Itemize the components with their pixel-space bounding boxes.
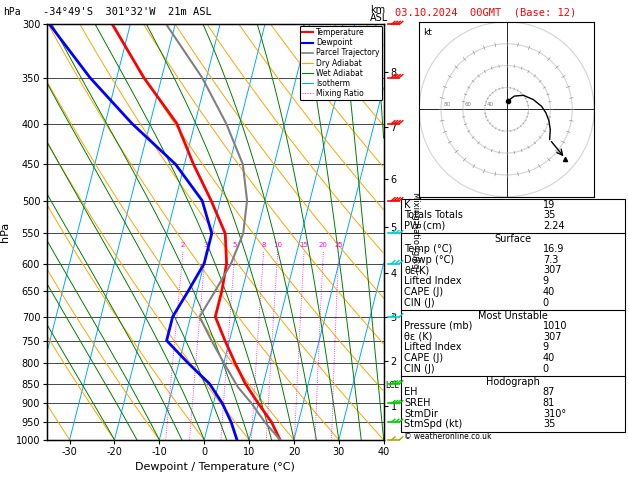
- Text: 2: 2: [181, 243, 185, 248]
- Text: 10: 10: [273, 243, 282, 248]
- Text: 5: 5: [233, 243, 237, 248]
- Text: 307: 307: [543, 265, 561, 276]
- Text: CIN (J): CIN (J): [404, 298, 435, 308]
- Text: Most Unstable: Most Unstable: [478, 311, 548, 321]
- Text: 8: 8: [262, 243, 266, 248]
- Text: 20: 20: [319, 243, 328, 248]
- Legend: Temperature, Dewpoint, Parcel Trajectory, Dry Adiabat, Wet Adiabat, Isotherm, Mi: Temperature, Dewpoint, Parcel Trajectory…: [299, 26, 382, 100]
- Text: 25: 25: [335, 243, 343, 248]
- Text: Temp (°C): Temp (°C): [404, 244, 453, 254]
- Text: 0: 0: [543, 298, 549, 308]
- Text: 03.10.2024  00GMT  (Base: 12): 03.10.2024 00GMT (Base: 12): [395, 7, 576, 17]
- Text: 3: 3: [203, 243, 208, 248]
- Text: 87: 87: [543, 387, 555, 397]
- Text: CIN (J): CIN (J): [404, 364, 435, 374]
- Text: 7.3: 7.3: [543, 255, 558, 265]
- Text: StmSpd (kt): StmSpd (kt): [404, 419, 463, 430]
- Text: 310°: 310°: [543, 409, 566, 418]
- Text: 35: 35: [543, 210, 555, 220]
- Text: 40: 40: [487, 102, 494, 107]
- Text: Pressure (mb): Pressure (mb): [404, 321, 473, 331]
- Text: Hodograph: Hodograph: [486, 377, 540, 387]
- Text: 307: 307: [543, 331, 561, 342]
- Y-axis label: hPa: hPa: [0, 222, 10, 242]
- Text: 80: 80: [443, 102, 450, 107]
- Text: EH: EH: [404, 387, 418, 397]
- Text: CAPE (J): CAPE (J): [404, 353, 443, 363]
- Text: 15: 15: [299, 243, 308, 248]
- Text: 2.24: 2.24: [543, 221, 564, 231]
- Text: 9: 9: [543, 276, 549, 286]
- Text: StmDir: StmDir: [404, 409, 438, 418]
- Text: ASL: ASL: [370, 13, 388, 23]
- Text: kt: kt: [423, 28, 432, 37]
- Text: Surface: Surface: [494, 234, 532, 244]
- Text: 40: 40: [543, 353, 555, 363]
- Text: 1010: 1010: [543, 321, 567, 331]
- Text: 35: 35: [543, 419, 555, 430]
- Text: 16.9: 16.9: [543, 244, 564, 254]
- Text: 19: 19: [543, 200, 555, 210]
- Text: 60: 60: [465, 102, 472, 107]
- Text: Lifted Index: Lifted Index: [404, 276, 462, 286]
- Text: 0: 0: [543, 364, 549, 374]
- Text: LCL: LCL: [386, 381, 399, 390]
- Text: θε (K): θε (K): [404, 331, 433, 342]
- Text: SREH: SREH: [404, 398, 431, 408]
- Text: Lifted Index: Lifted Index: [404, 343, 462, 352]
- Text: PW (cm): PW (cm): [404, 221, 446, 231]
- Y-axis label: Mixing Ratio (g/kg): Mixing Ratio (g/kg): [411, 192, 420, 272]
- Text: Totals Totals: Totals Totals: [404, 210, 464, 220]
- Text: 9: 9: [543, 343, 549, 352]
- Text: 40: 40: [543, 287, 555, 297]
- Text: hPa: hPa: [3, 7, 21, 17]
- Text: Dewp (°C): Dewp (°C): [404, 255, 455, 265]
- Text: 81: 81: [543, 398, 555, 408]
- X-axis label: Dewpoint / Temperature (°C): Dewpoint / Temperature (°C): [135, 462, 296, 472]
- Text: km: km: [370, 5, 385, 15]
- Text: © weatheronline.co.uk: © weatheronline.co.uk: [404, 432, 492, 441]
- Text: CAPE (J): CAPE (J): [404, 287, 443, 297]
- Text: K: K: [404, 200, 411, 210]
- Text: -34°49'S  301°32'W  21m ASL: -34°49'S 301°32'W 21m ASL: [43, 7, 211, 17]
- Text: θε(K): θε(K): [404, 265, 430, 276]
